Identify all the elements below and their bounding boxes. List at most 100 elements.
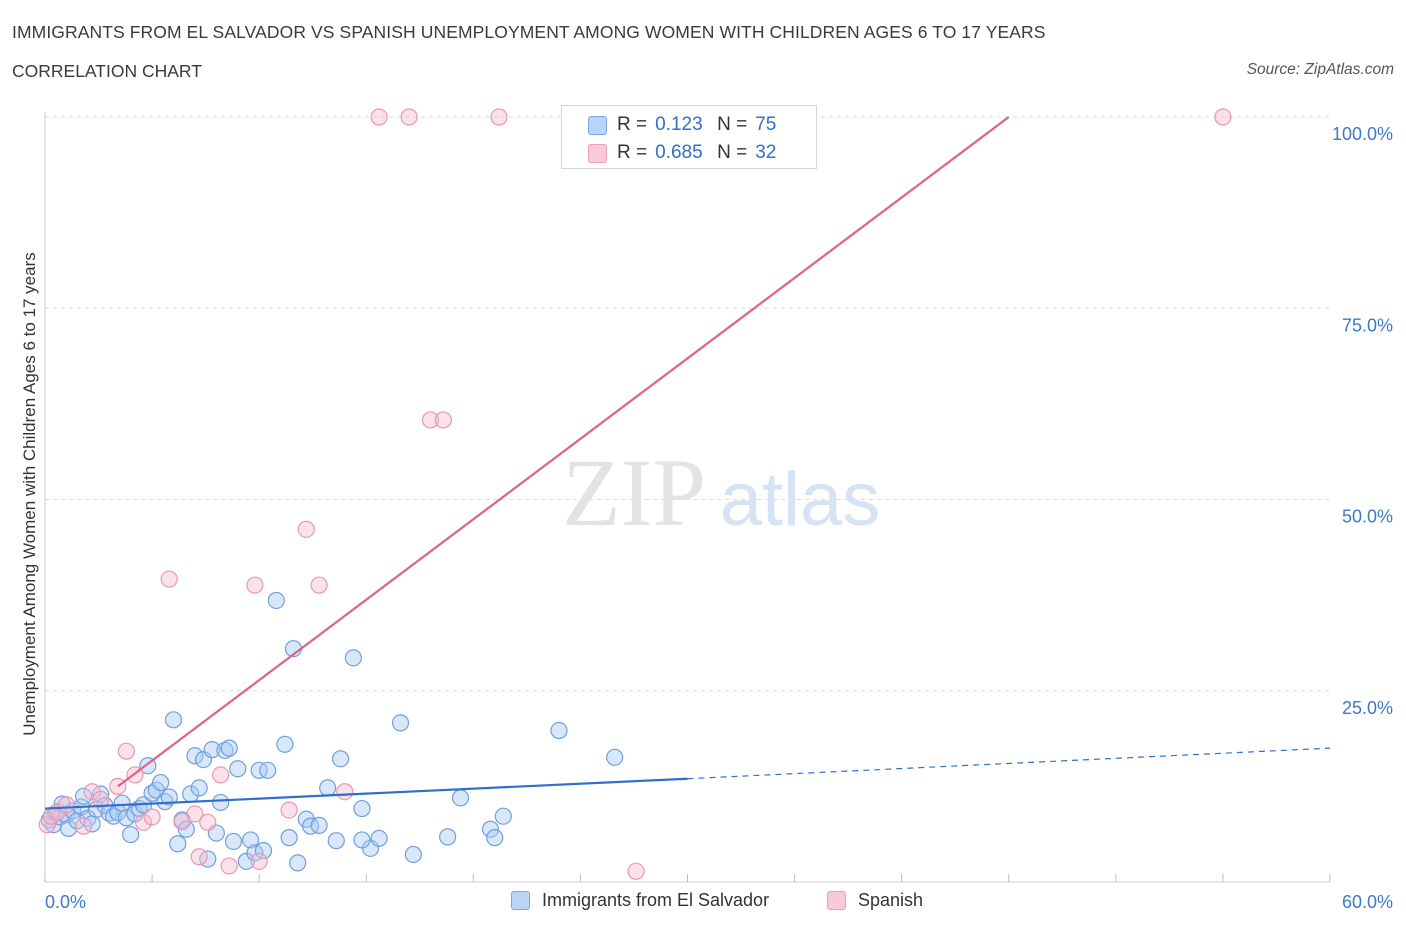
data-point-blue [353,831,371,849]
data-point-blue [267,591,285,610]
data-point-pink [220,857,238,875]
data-point-pink [173,812,191,831]
bottom-legend-label-blue: Immigrants from El Salvador [542,890,770,910]
legend-r-value: 0.685 [655,142,703,163]
data-point-blue [494,807,512,825]
data-point-blue [160,788,178,806]
data-point-blue [404,845,422,864]
data-point-pink [190,848,208,866]
data-point-pink [434,411,452,429]
legend-swatch-blue [588,115,607,135]
x-tick-label: 60.0% [1342,892,1393,912]
data-point-blue [152,773,170,792]
y-tick-label: 50.0% [1342,507,1393,527]
watermark-zip: ZIP [562,439,706,546]
data-point-blue [242,831,260,849]
data-point-blue [254,842,273,860]
legend-r-label: R = [617,114,648,135]
y-tick-label: 100.0% [1332,124,1393,144]
legend-r-value: 0.123 [655,114,703,135]
data-point-pink [117,742,135,760]
source-label: Source: ZipAtlas.com [1246,61,1394,78]
data-point-blue [481,820,500,838]
legend-r-label: R = [617,142,648,163]
trend-line-pink [117,116,1010,788]
data-point-pink [421,411,440,429]
data-point-blue [310,816,328,834]
bottom-legend-swatch-blue [511,891,530,910]
data-point-blue [606,748,624,766]
legend-row-pink: R = 0.685 N = 32 [588,141,776,165]
data-point-pink [400,108,418,126]
data-point-pink [1214,108,1232,126]
y-tick-label: 25.0% [1342,698,1393,718]
data-point-blue [220,739,238,757]
trend-line-blue-extension [687,747,1331,780]
data-point-blue [224,832,243,851]
data-point-blue [301,817,320,835]
axes [44,112,1331,883]
data-point-blue [289,854,307,872]
data-point-blue [451,789,470,807]
data-point-blue [113,794,131,812]
data-point-pink [336,783,354,801]
grid-lines [45,116,1330,692]
chart-subtitle: CORRELATION CHART [12,61,202,81]
legend-n-label: N = [717,142,748,163]
data-point-pink [370,108,388,126]
data-point-blue [550,721,568,740]
stats-legend: R = 0.123 N = 75 R = 0.685 N = 32 [561,105,817,169]
data-point-blue [259,761,277,779]
bottom-legend-blue: Immigrants from El Salvador [511,890,769,911]
data-point-blue [203,741,221,759]
data-point-blue [186,747,204,765]
data-point-pink [280,801,298,819]
x-tick-label: 0.0% [45,892,86,912]
data-point-blue [439,828,457,846]
data-point-blue [353,799,371,818]
data-point-pink [38,816,56,834]
data-point-blue [331,750,350,768]
data-point-pink [310,576,328,594]
data-point-pink [143,808,161,826]
data-point-blue [486,829,504,847]
data-point-blue [370,829,388,847]
data-point-blue [117,809,135,827]
data-point-blue [391,714,410,732]
data-point-blue [122,825,140,844]
data-point-blue [229,760,247,778]
data-point-blue [212,793,230,812]
data-points [38,108,1232,880]
data-point-pink [250,852,268,870]
watermark-atlas: atlas [720,457,881,542]
data-point-pink [186,805,204,823]
data-point-pink [160,570,178,588]
data-point-blue [280,829,298,847]
bottom-legend-swatch-pink [827,891,846,910]
data-point-pink [212,766,230,784]
data-point-blue [276,735,294,753]
data-point-blue [319,779,337,797]
data-point-pink [74,817,93,835]
watermark: ZIP atlas [562,439,880,546]
bottom-legend-label-pink: Spanish [858,890,924,910]
tick-labels: 25.0% 50.0% 75.0% 100.0% 0.0% 60.0% [45,124,1393,912]
y-tick-label: 75.0% [1342,315,1393,335]
legend-n-value: 32 [755,142,777,163]
data-point-pink [199,813,217,831]
legend-n-label: N = [717,114,748,135]
data-point-pink [92,790,110,808]
data-point-blue [344,649,362,667]
data-point-blue [164,711,183,729]
data-point-pink [297,520,315,538]
data-point-pink [57,796,76,814]
legend-row-blue: R = 0.123 N = 75 [588,113,776,137]
data-point-blue [169,835,187,853]
chart-title: IMMIGRANTS FROM EL SALVADOR VS SPANISH U… [12,22,1046,42]
bottom-legend-pink: Spanish [827,890,923,911]
data-point-blue [327,832,345,850]
data-point-pink [246,576,264,594]
trend-lines [44,116,1331,810]
data-point-blue [74,787,93,805]
